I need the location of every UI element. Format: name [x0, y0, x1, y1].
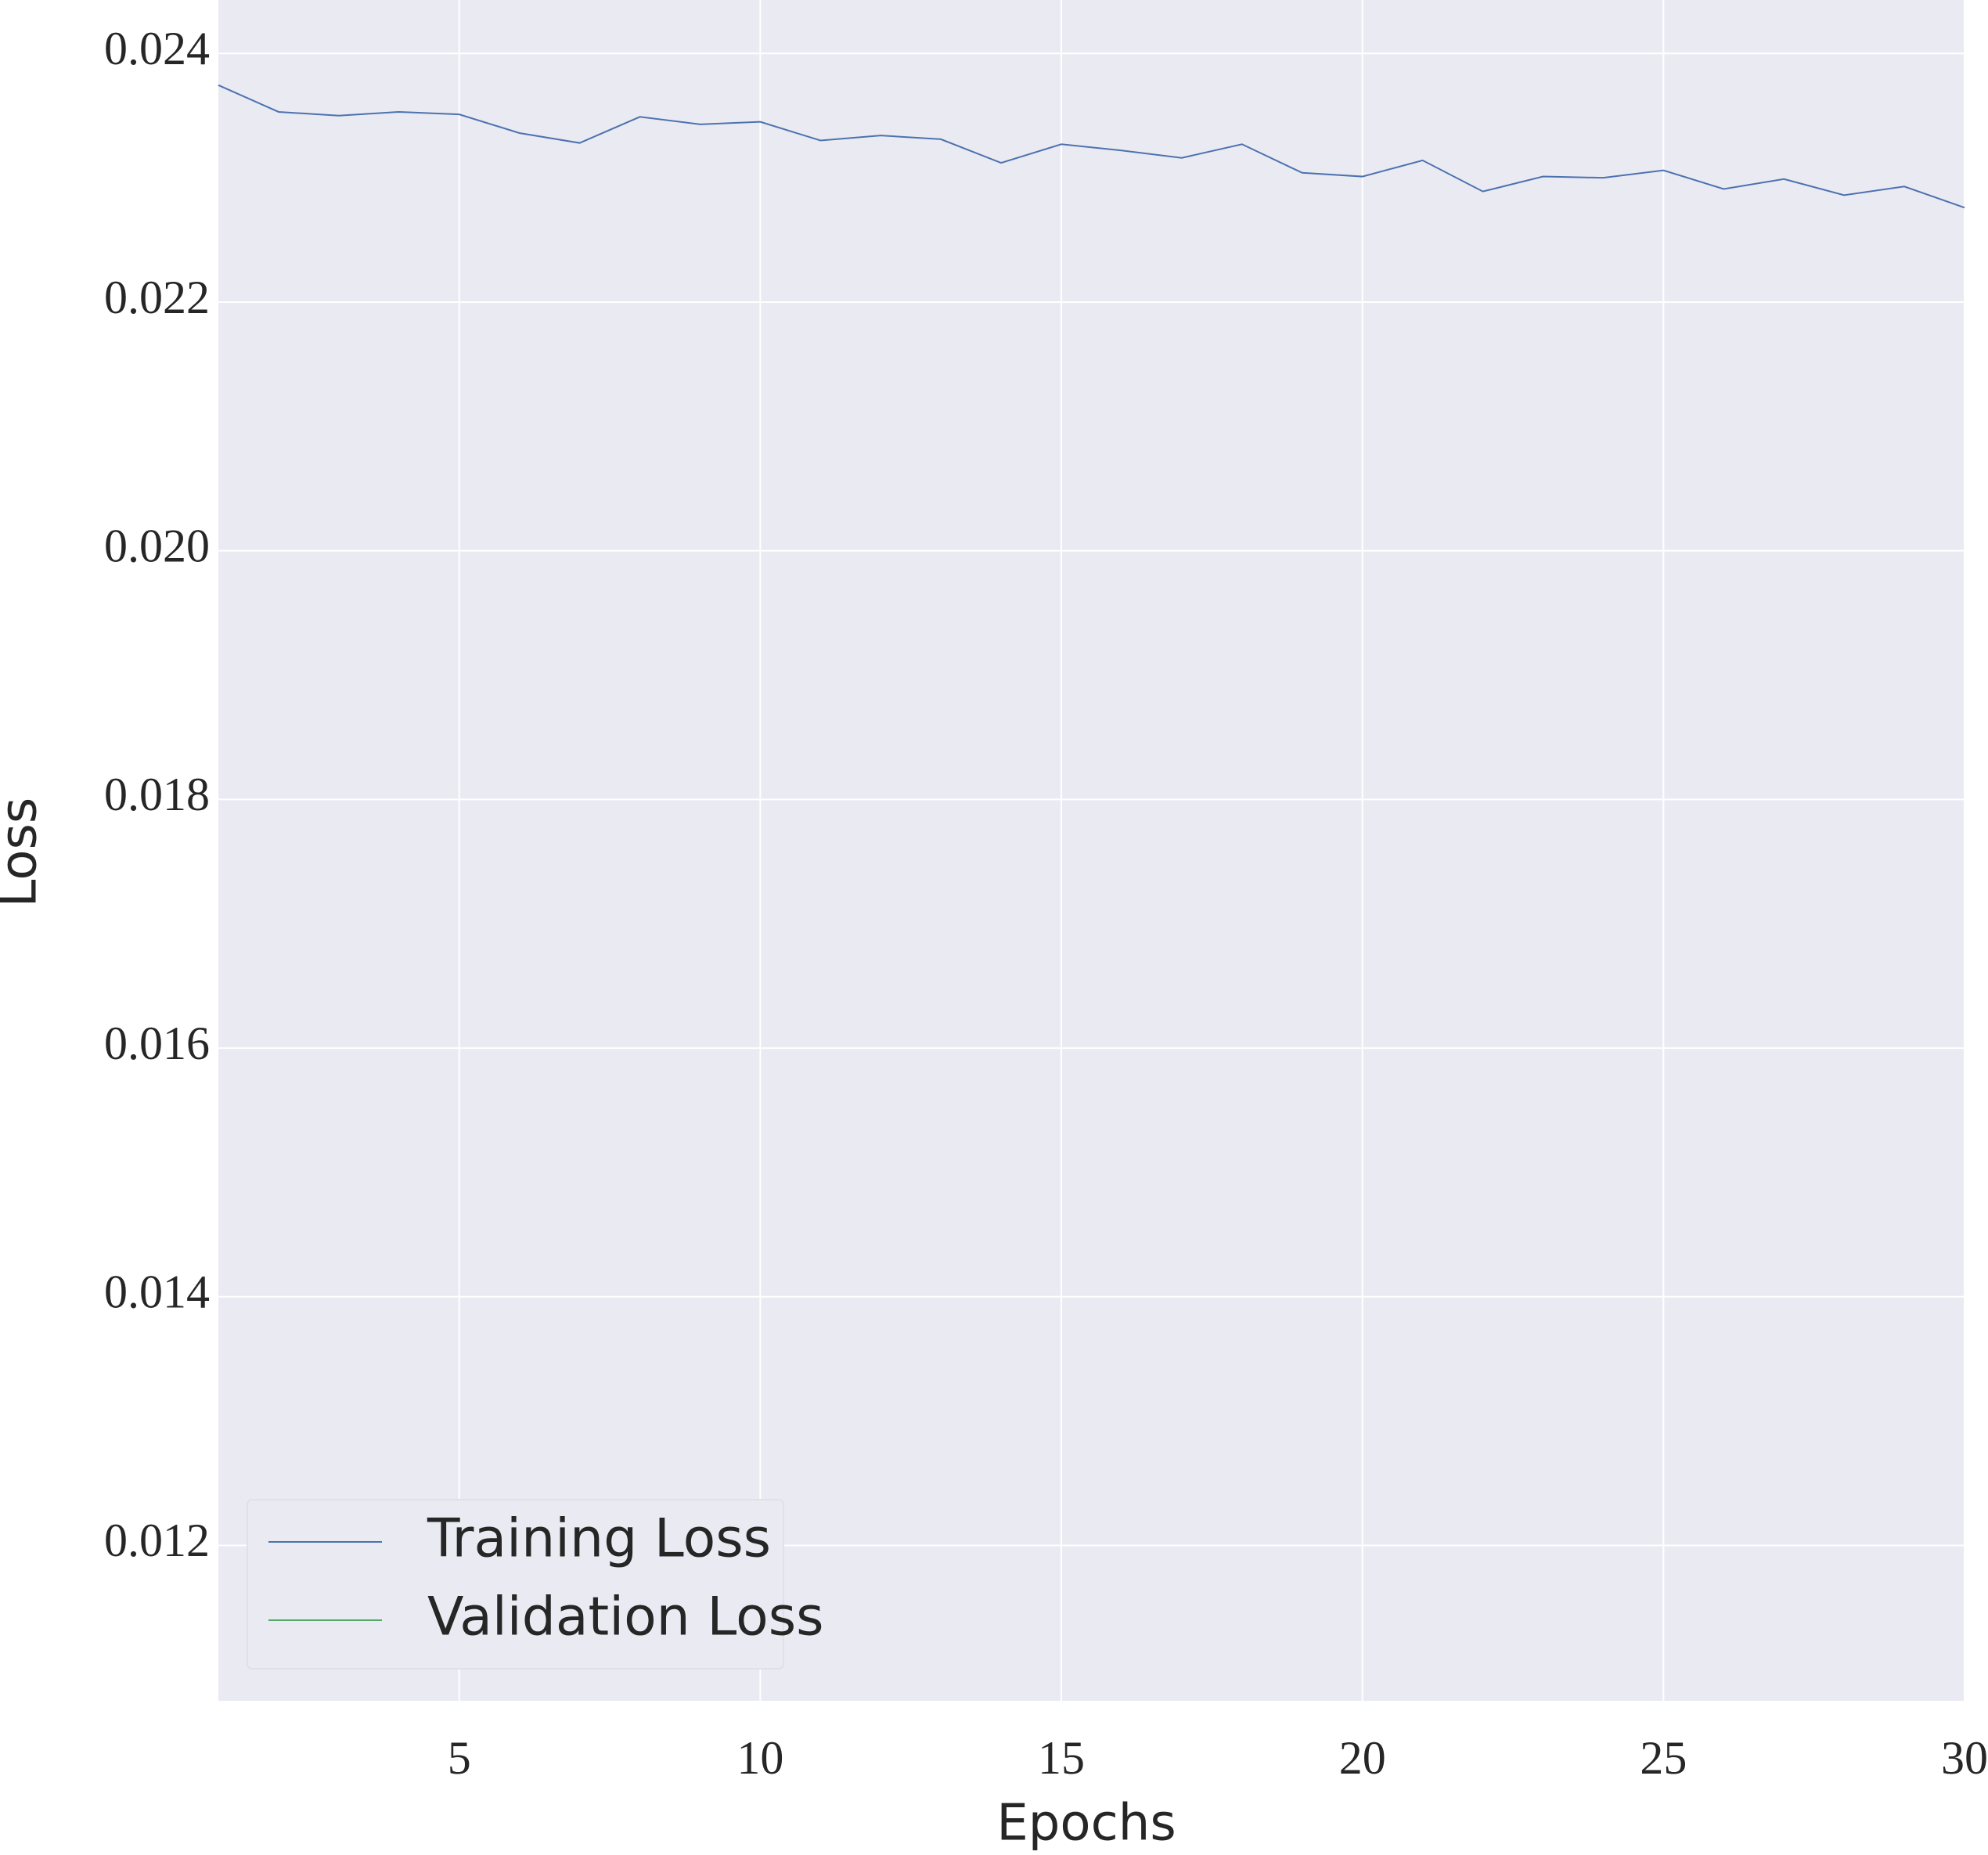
x-tick-label: 30: [1941, 1732, 1988, 1784]
legend-label: Training Loss: [427, 1508, 771, 1570]
y-axis-label: Loss: [0, 798, 49, 907]
legend-label: Validation Loss: [427, 1587, 824, 1648]
y-tick-label: 0.014: [104, 1266, 210, 1318]
x-tick-label: 5: [448, 1732, 471, 1784]
x-tick-label: 20: [1339, 1732, 1386, 1784]
x-tick-label: 25: [1640, 1732, 1687, 1784]
y-tick-label: 0.018: [104, 769, 210, 820]
y-tick-label: 0.016: [104, 1018, 210, 1069]
x-tick-label: 15: [1038, 1732, 1085, 1784]
y-tick-label: 0.024: [104, 23, 210, 74]
y-tick-label: 0.020: [104, 520, 210, 571]
x-tick-label: 10: [736, 1732, 783, 1784]
plot-area: [218, 0, 1965, 1701]
data-line: [218, 84, 1965, 209]
y-tick-label: 0.022: [104, 272, 210, 323]
y-tick-label: 0.012: [104, 1515, 210, 1566]
x-axis-label: Epochs: [996, 1795, 1176, 1853]
